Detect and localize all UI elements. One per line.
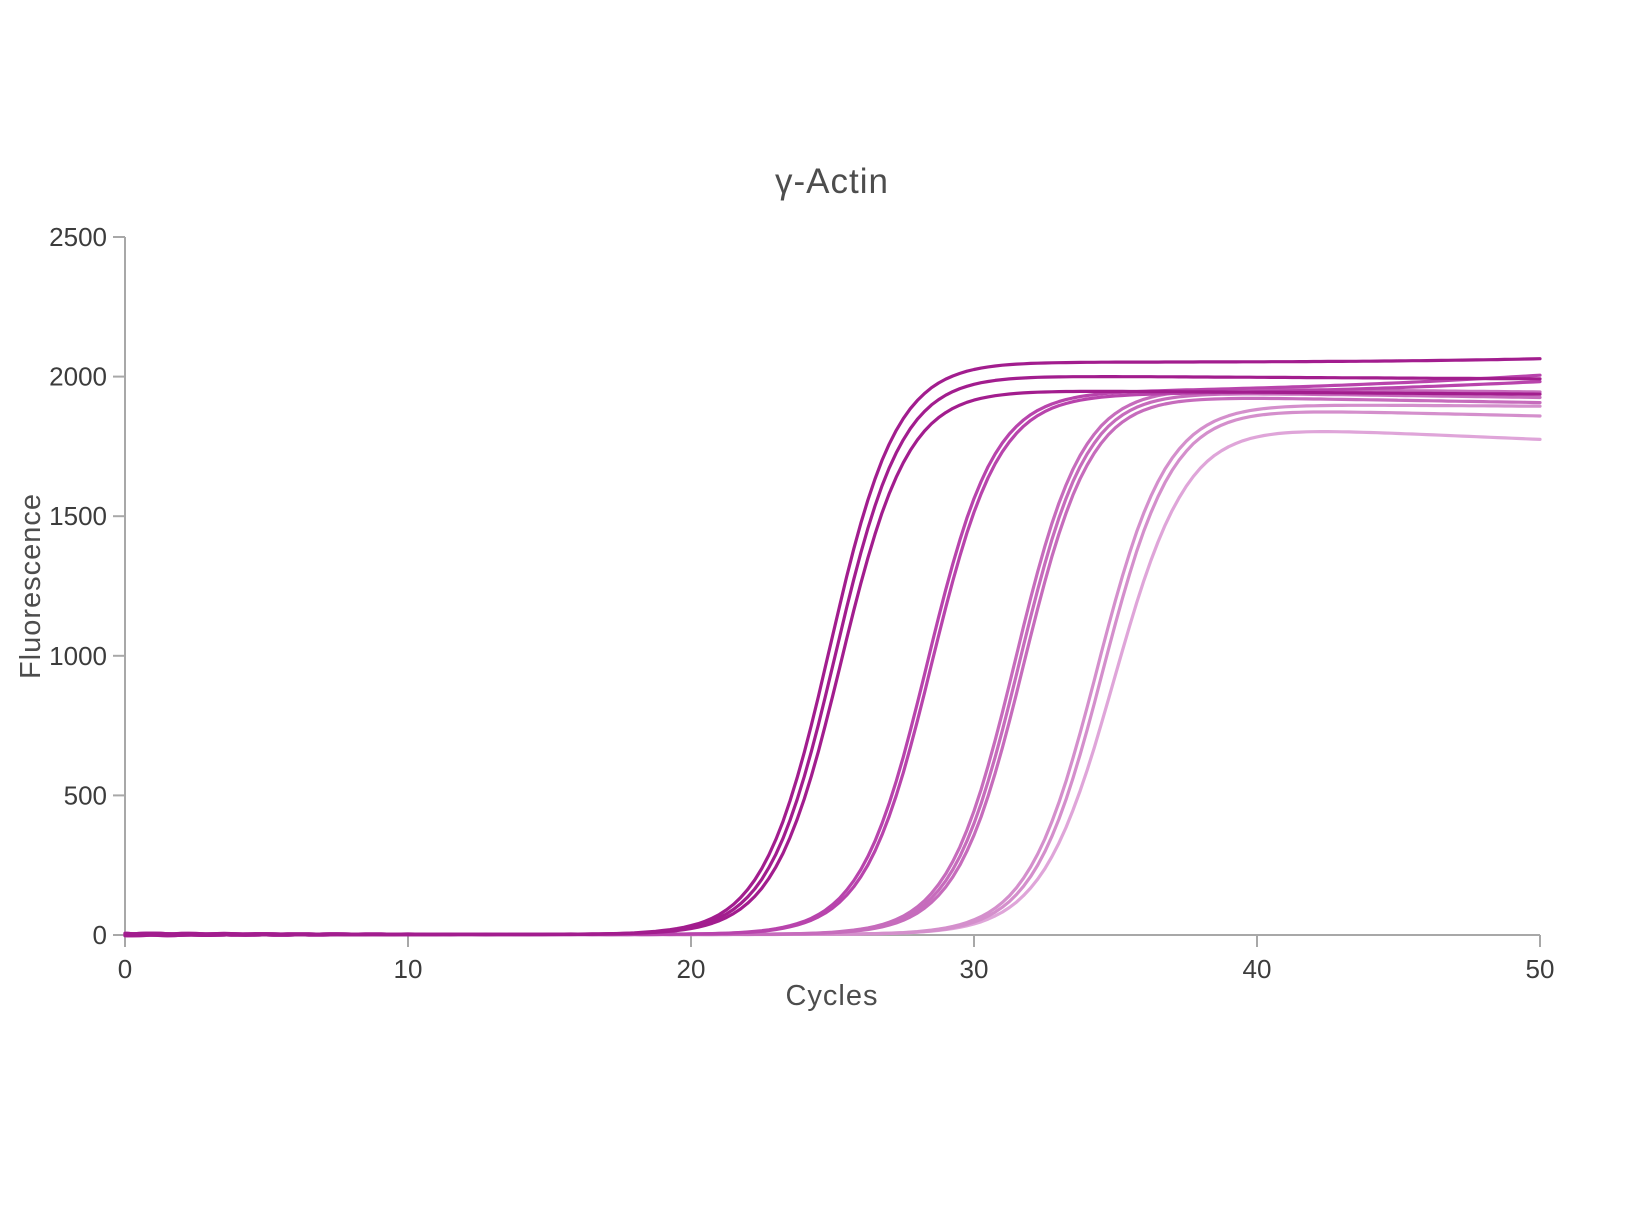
y-tick-label: 0 [93,920,107,950]
x-tick-label: 50 [1526,954,1555,984]
curve-dilution-2-rep-2 [123,380,1542,938]
curve-dilution-4-rep-2 [123,410,1542,938]
x-tick-label: 10 [394,954,423,984]
axes: 0 500 1000 1500 2000 2500 0 10 20 30 40 50 [49,222,1554,984]
x-axis-label: Cycles [785,980,878,1012]
curve-dilution-1-rep-1 [123,357,1542,938]
curve-dilution-1-rep-2 [123,375,1542,938]
curve-dilution-4-rep-3 [123,430,1542,938]
y-tick-label: 1500 [49,501,107,531]
y-tick-label: 500 [64,780,107,810]
y-tick-label: 2500 [49,222,107,252]
y-axis-label: Fluorescence [15,493,47,679]
x-tick-label: 30 [960,954,989,984]
curve-dilution-2-rep-1 [123,373,1542,938]
y-tick-label: 1000 [49,641,107,671]
y-tick-label: 2000 [49,362,107,392]
x-tick-label: 20 [677,954,706,984]
x-tick-label: 0 [118,954,132,984]
chart-title: γ-Actin [775,162,889,201]
x-tick-label: 40 [1243,954,1272,984]
amplification-curves [123,357,1542,938]
